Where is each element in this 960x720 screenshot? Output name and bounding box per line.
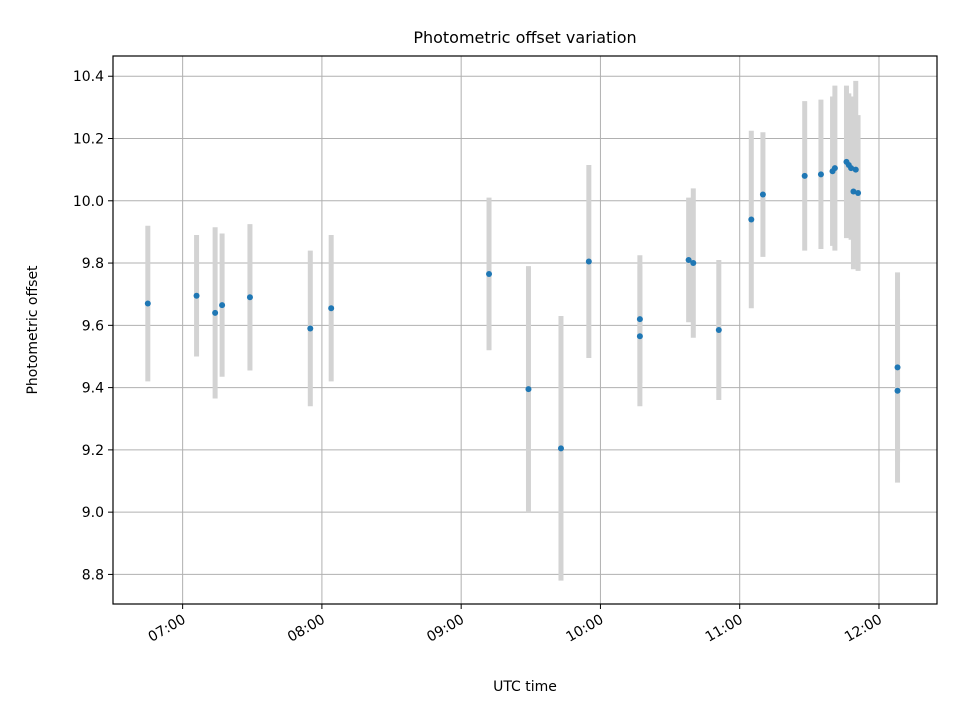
data-points — [144, 158, 901, 452]
data-point — [307, 325, 314, 332]
data-point — [328, 305, 335, 312]
data-point — [685, 256, 692, 263]
y-tick-label: 10.4 — [73, 69, 104, 85]
y-tick-label: 9.4 — [82, 381, 104, 397]
y-tick-label: 9.6 — [82, 318, 104, 334]
data-point — [144, 300, 151, 307]
y-tick-label: 10.0 — [73, 194, 104, 210]
data-point — [219, 302, 226, 309]
plot-frame — [112, 55, 938, 605]
data-point — [855, 190, 862, 196]
data-point — [636, 316, 643, 323]
data-point — [894, 387, 901, 394]
data-point — [557, 445, 564, 452]
data-point — [759, 191, 766, 198]
data-point — [831, 165, 838, 172]
y-tick-label: 10.2 — [73, 132, 104, 148]
data-point — [193, 292, 200, 299]
data-point — [852, 166, 859, 173]
y-axis-label: Photometric offset — [25, 265, 41, 395]
data-point — [212, 309, 219, 316]
data-point — [715, 327, 722, 333]
y-tick-label: 9.8 — [82, 256, 104, 272]
y-tick-label: 9.2 — [82, 443, 104, 459]
data-point — [636, 333, 643, 340]
data-point — [894, 364, 901, 371]
data-point — [748, 216, 755, 223]
data-point — [690, 260, 697, 267]
data-point — [801, 172, 808, 179]
data-point — [525, 386, 532, 393]
data-point — [486, 270, 493, 277]
data-point — [817, 171, 824, 178]
data-point — [246, 294, 253, 301]
x-axis-label: UTC time — [493, 679, 557, 695]
y-tick-label: 9.0 — [82, 505, 104, 521]
y-tick-label: 8.8 — [82, 567, 104, 583]
data-point — [585, 258, 592, 265]
chart-title: Photometric offset variation — [413, 28, 636, 47]
data-point — [850, 188, 857, 195]
data-point — [848, 165, 855, 172]
